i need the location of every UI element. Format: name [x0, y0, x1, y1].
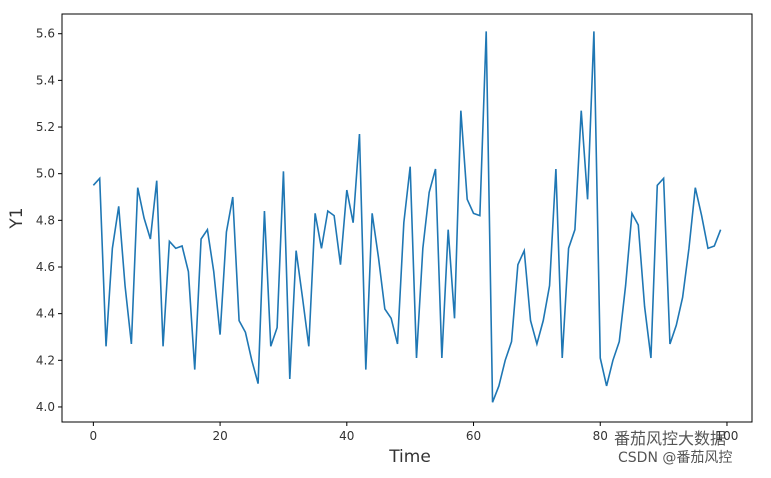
- y-tick-label: 4.0: [36, 400, 55, 414]
- x-tick-label: 100: [716, 429, 739, 443]
- watermark: CSDN @番茄风控: [618, 449, 732, 466]
- y-tick-label: 5.2: [36, 120, 55, 134]
- plot-frame: [61, 13, 753, 423]
- x-tick-label: 40: [339, 429, 354, 443]
- y-axis-label: Y1: [7, 207, 27, 229]
- y-tick-label: 5.4: [36, 73, 55, 87]
- x-tick-label: 20: [212, 429, 227, 443]
- x-tick-label: 80: [593, 429, 608, 443]
- y-tick-label: 4.2: [36, 353, 55, 367]
- x-tick-label: 0: [90, 429, 98, 443]
- y-tick-label: 4.8: [36, 213, 55, 227]
- x-tick-label: 60: [466, 429, 481, 443]
- y-tick-label: 4.6: [36, 260, 55, 274]
- data-line: [92, 31, 722, 403]
- y-tick-label: 4.4: [36, 307, 55, 321]
- y-tick-label: 5.6: [36, 27, 55, 41]
- x-axis-label: Time: [388, 447, 431, 467]
- y-tick-label: 5.0: [36, 167, 55, 181]
- watermark: 番茄风控大数据: [614, 429, 726, 448]
